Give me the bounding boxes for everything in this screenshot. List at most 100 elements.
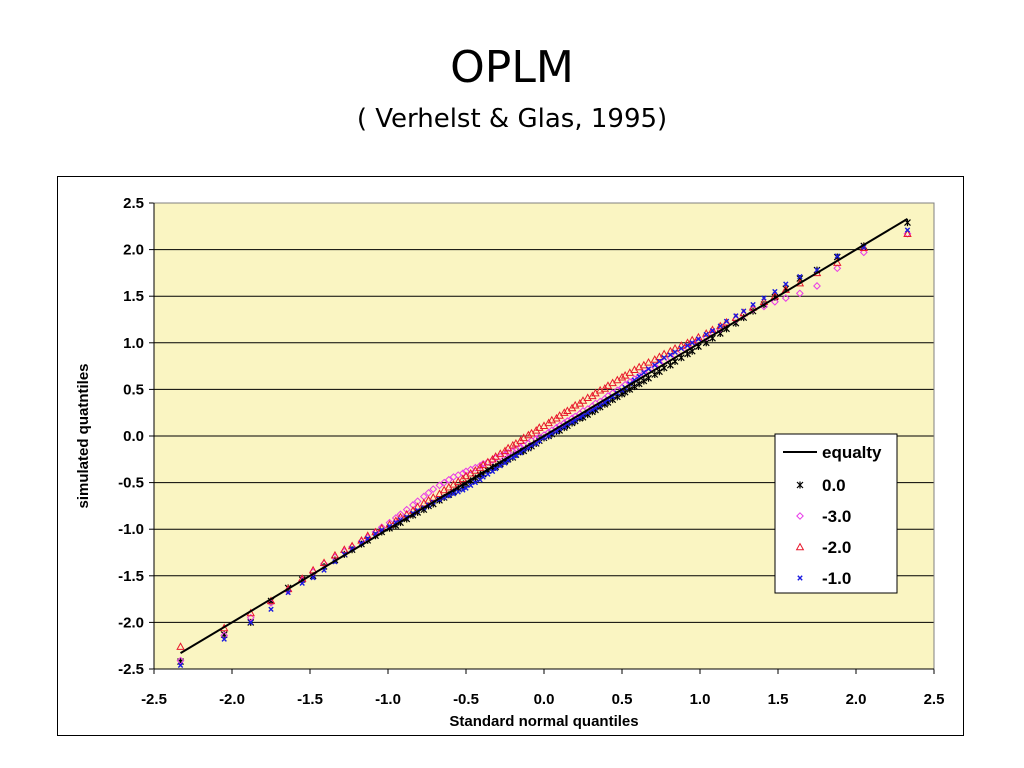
- point-series-3: [268, 606, 274, 613]
- point-series-3: [695, 336, 702, 342]
- point-series-2: [716, 321, 725, 330]
- point-series-3: [723, 318, 730, 325]
- x-tick-label: 1.5: [768, 691, 789, 708]
- point-series-1: [813, 282, 821, 290]
- x-tick-label: -2.0: [219, 691, 245, 708]
- point-series-3: [904, 227, 911, 233]
- point-series-0: [640, 377, 648, 385]
- axes: [153, 202, 935, 670]
- point-series-2: [435, 489, 444, 498]
- point-series-3: [450, 491, 457, 497]
- point-series-3: [733, 313, 739, 319]
- point-series-3: [641, 369, 647, 376]
- legend: equalty 0.0 -3.0 -2.0 -1.0: [774, 433, 898, 594]
- equality-line: [180, 217, 908, 655]
- legend-item-minus1: -1.0: [797, 569, 851, 588]
- point-series-3: [455, 489, 461, 495]
- y-tick-label: -0.5: [118, 475, 144, 492]
- point-series-1: [435, 481, 444, 490]
- legend-symbol-0: [796, 481, 804, 489]
- point-series-3: [797, 273, 803, 280]
- y-tick-label: 0.0: [123, 428, 144, 445]
- point-series-1: [402, 505, 411, 514]
- point-series-2: [330, 550, 340, 559]
- point-series-2: [319, 558, 329, 566]
- x-tick-label: -2.5: [141, 691, 167, 708]
- x-tick-label: 2.0: [846, 691, 867, 708]
- x-tick-label: -1.5: [297, 691, 323, 708]
- point-series-1: [833, 264, 842, 273]
- point-series-2: [670, 343, 680, 352]
- y-tick-label: -1.5: [118, 568, 144, 585]
- point-series-0: [635, 380, 643, 388]
- point-series-2: [428, 493, 438, 501]
- y-tick-label: -2.0: [118, 614, 144, 631]
- point-series-3: [761, 295, 767, 301]
- y-tick-label: -1.0: [118, 521, 144, 538]
- y-tick-label: 2.0: [123, 242, 144, 259]
- point-series-3: [485, 471, 491, 477]
- point-series-3: [492, 465, 499, 472]
- point-series-3: [703, 331, 709, 338]
- point-series-1: [795, 289, 804, 298]
- point-series-3: [661, 355, 667, 361]
- point-series-3: [678, 345, 684, 352]
- legend-symbol-2: [795, 542, 805, 551]
- point-series-3: [772, 288, 778, 295]
- x-tick-labels: -2.5 -2.0 -1.5 -1.0 -0.5 0.0 0.5 1.0 1.5 2.0 2.5: [141, 691, 944, 708]
- point-series-1: [429, 485, 438, 494]
- point-series-2: [903, 229, 912, 237]
- point-series-2: [413, 502, 422, 511]
- point-series-3: [689, 340, 695, 346]
- legend-box: [774, 433, 898, 594]
- point-series-3: [463, 485, 469, 491]
- point-series-3: [310, 574, 316, 581]
- point-series-0: [651, 370, 659, 378]
- point-series-2: [560, 408, 569, 416]
- slide-subtitle: ( Verhelst & Glas, 1995): [356, 104, 668, 134]
- point-series-3: [285, 589, 291, 596]
- x-tick-label: -1.0: [375, 691, 401, 708]
- point-series-0: [666, 361, 674, 369]
- point-series-0: [631, 383, 638, 391]
- data-points: [176, 219, 912, 668]
- legend-symbol-1: [796, 512, 804, 520]
- point-series-2: [722, 317, 731, 326]
- point-series-3: [652, 362, 658, 368]
- point-series-3: [750, 301, 756, 308]
- x-tick-label: -0.5: [453, 691, 479, 708]
- y-tick-label: 1.5: [123, 288, 144, 305]
- point-series-3: [480, 474, 486, 480]
- point-series-2: [176, 642, 185, 650]
- legend-symbol-3: [797, 575, 803, 581]
- point-series-2: [524, 430, 533, 439]
- legend-item-0: 0.0: [796, 476, 846, 495]
- point-series-3: [177, 662, 184, 668]
- point-series-3: [667, 352, 674, 358]
- point-series-3: [656, 358, 663, 365]
- slide-title: OPLM: [450, 42, 574, 93]
- point-series-3: [248, 619, 254, 626]
- point-series-2: [340, 545, 349, 553]
- point-series-3: [645, 366, 652, 372]
- point-series-2: [644, 357, 653, 366]
- point-series-1: [532, 434, 541, 443]
- legend-label-minus3: -3.0: [822, 507, 851, 526]
- point-series-3: [740, 308, 747, 314]
- y-tick-label: -2.5: [118, 661, 144, 678]
- x-tick-label: 2.5: [924, 691, 945, 708]
- point-series-3: [221, 636, 227, 642]
- point-series-1: [246, 613, 255, 622]
- point-series-3: [672, 349, 678, 355]
- point-series-3: [460, 487, 466, 493]
- legend-label-equality: equalty: [822, 443, 882, 462]
- legend-item-minus2: -2.0: [795, 538, 851, 557]
- x-tick-label: 0.5: [612, 691, 633, 708]
- point-series-3: [497, 463, 504, 469]
- y-axis-title: simulated quatntiles: [75, 363, 92, 508]
- point-series-3: [472, 479, 479, 486]
- point-series-3: [834, 253, 840, 259]
- point-series-0: [645, 374, 652, 382]
- x-tick-label: 1.0: [690, 691, 711, 708]
- point-series-3: [783, 281, 789, 287]
